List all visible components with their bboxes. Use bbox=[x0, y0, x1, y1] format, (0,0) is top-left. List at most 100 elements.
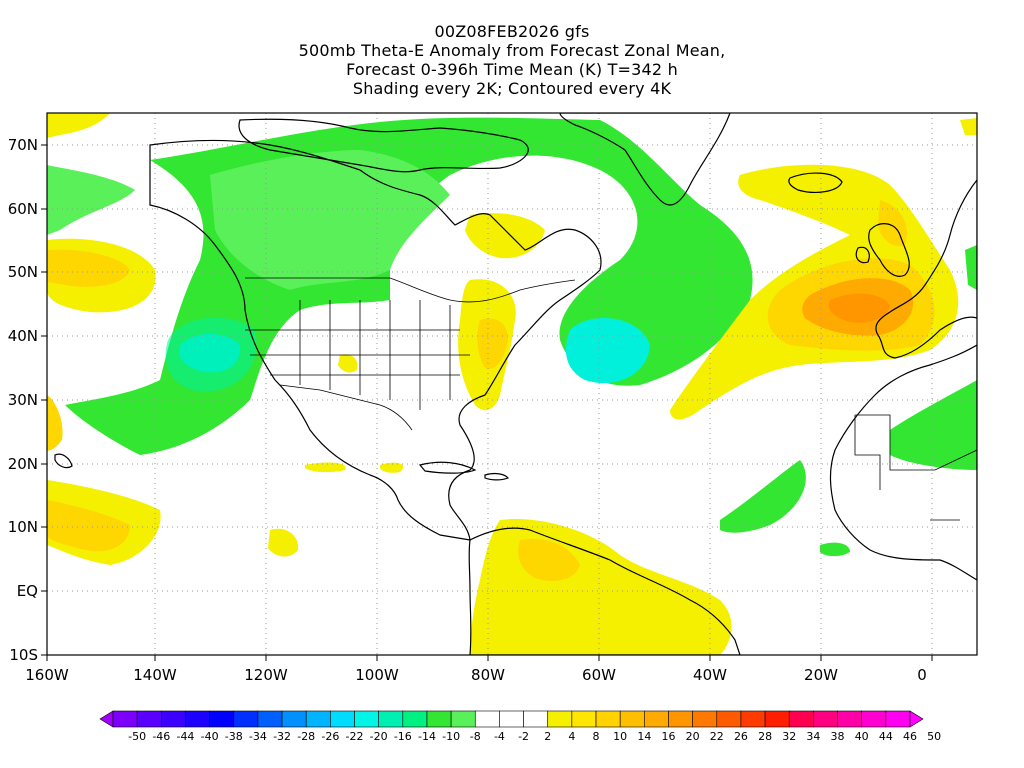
x-tick-20w: 20W bbox=[804, 666, 838, 684]
colorbar-label: -8 bbox=[470, 730, 481, 743]
colorbar-label: -40 bbox=[201, 730, 219, 743]
x-tick-80w: 80W bbox=[471, 666, 505, 684]
colorbar-label: 10 bbox=[613, 730, 627, 743]
x-tick-40w: 40W bbox=[693, 666, 727, 684]
colorbar-label: 22 bbox=[710, 730, 724, 743]
y-tick-50n: 50N bbox=[8, 263, 38, 281]
colorbar-label: 46 bbox=[903, 730, 917, 743]
x-tick-120w: 120W bbox=[244, 666, 288, 684]
shading-yellow-northeast-corner bbox=[960, 118, 977, 135]
colorbar-swatch bbox=[161, 710, 186, 728]
colorbar-label: 8 bbox=[593, 730, 600, 743]
continent-outlines bbox=[54, 113, 977, 655]
colorbar-label: 20 bbox=[686, 730, 700, 743]
colorbar-label: 50 bbox=[927, 730, 941, 743]
colorbar-label: -38 bbox=[225, 730, 243, 743]
colorbar-swatch bbox=[281, 710, 307, 728]
x-axis-labels: 160W 140W 120W 100W 80W 60W 40W 20W 0 bbox=[25, 666, 927, 684]
colorbar-swatch bbox=[523, 710, 549, 728]
shading-green-africa-coast bbox=[820, 542, 850, 557]
colorbar-swatch bbox=[136, 710, 162, 728]
axis-ticks bbox=[41, 144, 933, 661]
colorbar-swatch bbox=[330, 710, 355, 728]
colorbar-label: 14 bbox=[637, 730, 651, 743]
border-us-states bbox=[245, 300, 470, 410]
colorbar-label: 32 bbox=[782, 730, 796, 743]
outline-hawaii bbox=[54, 453, 73, 469]
colorbar-label: -4 bbox=[494, 730, 505, 743]
colorbar-swatch bbox=[185, 710, 210, 728]
colorbar-swatch bbox=[209, 710, 235, 728]
colorbar-label: 16 bbox=[661, 730, 675, 743]
colorbar-swatch bbox=[813, 710, 838, 728]
shading-green-northwest bbox=[47, 165, 135, 235]
colorbar-label: 4 bbox=[568, 730, 575, 743]
title-line-2: 500mb Theta-E Anomaly from Forecast Zona… bbox=[298, 41, 726, 60]
colorbar-label: -14 bbox=[418, 730, 436, 743]
map-plot-area: 160W 140W 120W 100W 80W 60W 40W 20W 0 70… bbox=[8, 112, 978, 684]
colorbar-label: 44 bbox=[879, 730, 893, 743]
title-line-1: 00Z08FEB2026 gfs bbox=[434, 22, 590, 41]
colorbar-label: -22 bbox=[346, 730, 364, 743]
colorbar-swatch bbox=[644, 710, 669, 728]
y-tick-20n: 20N bbox=[8, 455, 38, 473]
shading-cyan-atlantic bbox=[565, 318, 650, 384]
colorbar-swatch bbox=[112, 710, 138, 728]
colorbar-min-arrow bbox=[99, 710, 114, 728]
shading-yellow-us-plains bbox=[338, 354, 358, 373]
colorbar-swatch bbox=[402, 710, 428, 728]
colorbar-swatch bbox=[788, 710, 814, 728]
outline-europe bbox=[875, 179, 977, 359]
colorbar-swatch bbox=[764, 710, 790, 728]
shading-green-west-africa bbox=[890, 380, 977, 470]
outline-africa bbox=[829, 344, 977, 581]
colorbar-swatch bbox=[571, 710, 597, 728]
colorbar bbox=[99, 710, 924, 728]
colorbar-label: -26 bbox=[321, 730, 339, 743]
shading-yellow-pacific-west-mid bbox=[47, 395, 63, 451]
colorbar-swatch bbox=[740, 710, 766, 728]
plot-frame bbox=[46, 112, 978, 656]
colorbar-swatch bbox=[354, 710, 379, 728]
shading-gold-pacific-north bbox=[47, 249, 130, 287]
colorbar-label: -46 bbox=[152, 730, 170, 743]
border-canada-us bbox=[245, 277, 576, 303]
y-tick-10n: 10N bbox=[8, 518, 38, 536]
colorbar-labels: -50 -46 -44 -40 -38 -34 -32 -28 -26 -22 -20 -16 -14-… bbox=[128, 730, 941, 743]
shading-yellow-northwest-corner bbox=[47, 113, 110, 138]
colorbar-label: -20 bbox=[370, 730, 388, 743]
colorbar-swatch bbox=[474, 710, 500, 728]
colorbar-swatch bbox=[305, 710, 331, 728]
outline-hispaniola bbox=[484, 472, 509, 481]
y-tick-10s: 10S bbox=[9, 646, 38, 664]
shading-yellow-caribbean bbox=[380, 462, 404, 473]
y-tick-40n: 40N bbox=[8, 327, 38, 345]
x-tick-160w: 160W bbox=[25, 666, 69, 684]
shading-yellow-tropical-pacific bbox=[268, 528, 299, 557]
outline-cuba bbox=[418, 461, 477, 474]
colorbar-label: -32 bbox=[273, 730, 291, 743]
x-tick-140w: 140W bbox=[133, 666, 177, 684]
x-tick-0: 0 bbox=[917, 666, 927, 684]
colorbar-swatch bbox=[426, 710, 452, 728]
colorbar-label: -28 bbox=[297, 730, 315, 743]
colorbar-swatch bbox=[547, 710, 573, 728]
colorbar-swatch bbox=[450, 710, 476, 728]
colorbar-swatch bbox=[837, 710, 862, 728]
shading-green-atlantic-strip bbox=[720, 460, 806, 533]
outline-canadian-archipelago bbox=[238, 118, 529, 173]
colorbar-label: -50 bbox=[128, 730, 146, 743]
title-line-3: Forecast 0-396h Time Mean (K) T=342 h bbox=[346, 60, 678, 79]
colorbar-swatch bbox=[257, 710, 283, 728]
colorbar-label: 28 bbox=[758, 730, 772, 743]
anomaly-shading bbox=[47, 113, 977, 655]
outline-iceland bbox=[788, 172, 843, 193]
colorbar-label: -16 bbox=[394, 730, 412, 743]
y-tick-70n: 70N bbox=[8, 136, 38, 154]
y-tick-30n: 30N bbox=[8, 391, 38, 409]
colorbar-swatch bbox=[885, 710, 911, 728]
colorbar-swatch bbox=[499, 710, 524, 728]
shading-green-north-canada bbox=[210, 150, 450, 290]
plot-title: 00Z08FEB2026 gfs 500mb Theta-E Anomaly f… bbox=[0, 22, 1024, 98]
colorbar-label: 40 bbox=[855, 730, 869, 743]
